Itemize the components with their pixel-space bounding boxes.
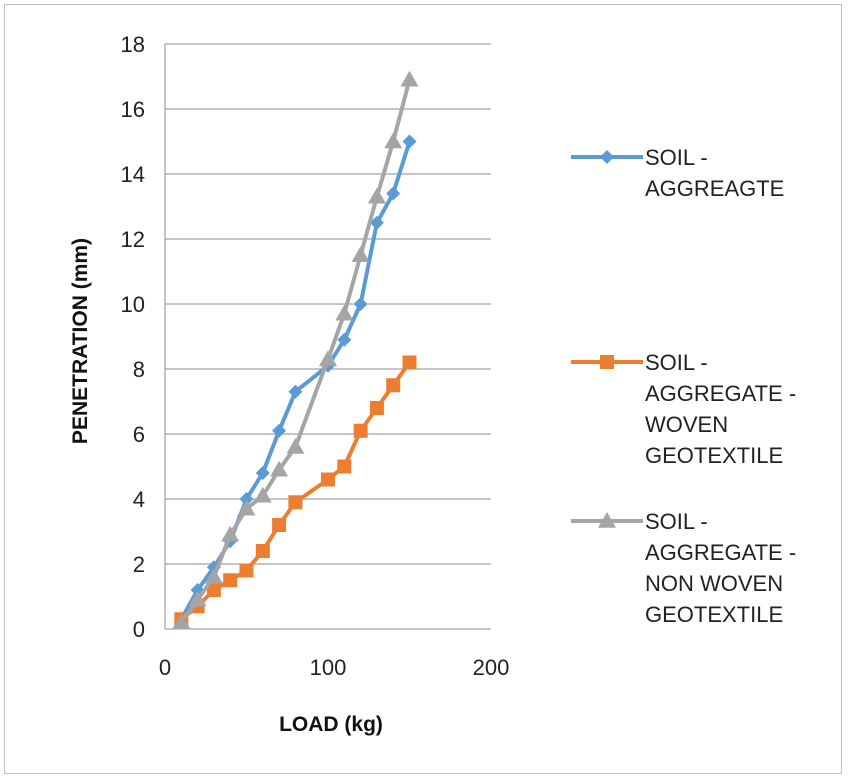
axes: [164, 44, 491, 630]
series-3: [172, 70, 419, 630]
series-3-point: [253, 486, 272, 503]
series-2-point: [337, 459, 352, 474]
x-tick-label-100: 100: [310, 655, 347, 680]
y-tick-label-12: 12: [121, 227, 145, 252]
series-2-point: [321, 472, 335, 487]
x-tick-label-0: 0: [159, 655, 171, 680]
series-2-point: [206, 583, 221, 597]
legend-swatch-marker: [600, 150, 614, 164]
series-3-point: [286, 438, 305, 454]
series-2-point: [353, 423, 368, 438]
series-3-point: [221, 525, 240, 542]
y-tick-labels: 0 2 4 6 8 10 12 14 16 18: [121, 32, 145, 642]
series-2-point: [288, 495, 303, 510]
series-1-point: [288, 384, 303, 399]
legend-label-line: SOIL -: [645, 509, 708, 534]
series-3-point: [335, 304, 354, 321]
legend-label-line: AGGREAGTE: [645, 176, 784, 201]
y-tick-label-0: 0: [133, 617, 145, 642]
x-tick-label-200: 200: [473, 655, 510, 680]
series-3-point: [319, 350, 337, 366]
x-axis-title: LOAD (kg): [279, 713, 383, 736]
series-1-point: [272, 423, 287, 438]
chart-frame: 0 2 4 6 8 10 12 14 16 18 0 100 200 SOIL - AGGREAGTE S…: [4, 4, 842, 774]
series-1-point: [402, 134, 417, 149]
series-3-point: [172, 613, 191, 630]
series-2-point: [239, 563, 254, 578]
series-2-point: [369, 401, 384, 415]
legend-label-line: GEOTEXTILE: [645, 443, 783, 468]
series-2-point: [223, 573, 238, 588]
y-tick-label-6: 6: [133, 422, 145, 447]
series-3-point: [400, 70, 419, 87]
series-1-line: [179, 139, 412, 622]
series-3-point: [351, 246, 370, 262]
y-tick-label-4: 4: [133, 487, 145, 512]
legend-label-line: SOIL -: [645, 350, 708, 375]
legend-entry-3: SOIL - AGGREGATE - NON WOVEN GEOTEXTILE: [571, 509, 796, 627]
series-3-point: [237, 499, 256, 516]
y-axis-title: PENETRATION (mm): [69, 238, 92, 444]
series-1-point: [386, 186, 401, 201]
legend-label-line: NON WOVEN: [645, 571, 783, 596]
legend-label-line: GEOTEXTILE: [645, 602, 783, 627]
legend-swatch-marker: [598, 512, 616, 528]
y-tick-label-16: 16: [121, 97, 145, 122]
y-tick-label-18: 18: [121, 32, 145, 57]
legend-entry-2: SOIL - AGGREGATE - WOVEN GEOTEXTILE: [571, 350, 796, 468]
series-2-point: [255, 544, 270, 558]
series-2-point: [272, 518, 287, 532]
series-3-point: [384, 132, 403, 149]
series-3-point: [188, 590, 207, 607]
gridlines: [165, 43, 491, 565]
series-lines: [172, 70, 419, 630]
series-2-point: [386, 378, 401, 393]
legend-label-line: AGGREGATE -: [645, 540, 796, 565]
series-2-point: [402, 355, 417, 370]
y-tick-label-2: 2: [133, 552, 145, 577]
series-1-point: [369, 215, 384, 230]
y-tick-label-10: 10: [121, 292, 145, 317]
series-1-point: [337, 332, 352, 347]
legend-label-line: WOVEN: [645, 412, 728, 437]
legend-entry-1: SOIL - AGGREAGTE: [571, 145, 784, 201]
y-tick-label-14: 14: [121, 162, 145, 187]
legend-swatch-marker: [600, 355, 614, 369]
series-3-point: [367, 187, 386, 204]
legend-label-line: AGGREGATE -: [645, 381, 796, 406]
series-3-line: [179, 77, 412, 625]
series-3-point: [204, 568, 223, 584]
series-1-point: [353, 297, 368, 311]
legend-label-line: SOIL -: [645, 145, 708, 170]
series-1-point: [239, 492, 254, 506]
y-tick-label-8: 8: [133, 357, 145, 382]
x-tick-labels: 0 100 200: [159, 655, 509, 680]
series-1: [174, 134, 417, 627]
legend: SOIL - AGGREAGTE SOIL - AGGREGATE - WOVEN GEO…: [571, 145, 796, 627]
series-3-point: [270, 460, 289, 477]
